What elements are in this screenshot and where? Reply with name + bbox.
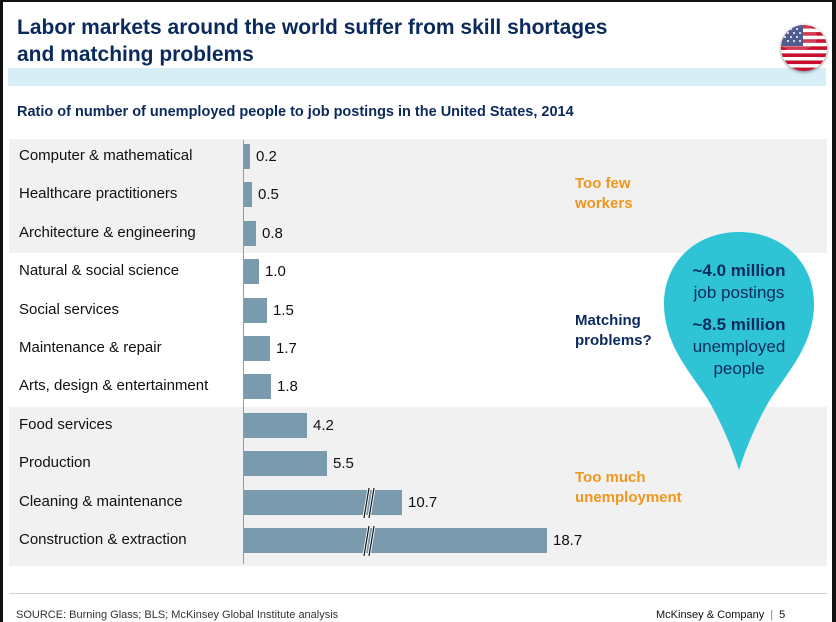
bar-value-label: 18.7 (553, 532, 583, 549)
frame-right (832, 0, 836, 622)
annotation-too-few-workers: Too few workers (575, 174, 633, 214)
category-label: Production (19, 454, 91, 472)
bar (244, 489, 402, 515)
bar (244, 412, 307, 438)
bar-value-label: 1.8 (277, 378, 298, 396)
bar (244, 259, 259, 285)
bar-value-label: 0.5 (258, 186, 279, 204)
callout-job-postings-label: job postings (693, 283, 785, 302)
annotation-too-much-unemployment-line2: unemployment (575, 489, 682, 506)
bar (244, 220, 256, 246)
category-label: Architecture & engineering (19, 223, 196, 241)
page-title: Labor markets around the world suffer fr… (17, 14, 737, 68)
bar (244, 528, 547, 553)
axis-break-mark (363, 526, 375, 556)
category-label: Natural & social science (19, 262, 180, 280)
source-note: SOURCE: Burning Glass; BLS; McKinsey Glo… (16, 609, 339, 621)
title-line-2: and matching problems (17, 43, 254, 66)
callout-text: ~4.0 million job postings ~8.5 million u… (664, 260, 814, 380)
annotation-too-much-unemployment: Too much unemployment (575, 468, 682, 508)
bar (244, 336, 270, 361)
bar-value-label: 10.7 (408, 493, 438, 511)
bar (244, 374, 271, 400)
callout-unemployed-label: unemployed (692, 337, 786, 356)
chart-subtitle: Ratio of number of unemployed people to … (17, 104, 574, 120)
annotation-too-few-workers-line2: workers (575, 195, 633, 212)
bar (244, 144, 250, 169)
annotation-too-much-unemployment-line1: Too much (575, 469, 646, 486)
page-number: 5 (779, 609, 786, 621)
callout-bubble (664, 232, 814, 470)
bar-value-label: 5.5 (333, 455, 354, 473)
us-flag-icon (781, 25, 827, 71)
annotation-matching-problems-line1: Matching (575, 312, 641, 329)
axis-break-mark (363, 487, 375, 518)
category-label: Food services (19, 415, 113, 433)
category-label: Healthcare practitioners (19, 185, 178, 203)
title-underline (8, 68, 826, 86)
chart-axis (243, 140, 244, 564)
footer-divider (9, 593, 827, 594)
category-label: Computer & mathematical (19, 147, 193, 164)
bar (244, 182, 252, 208)
category-label: Arts, design & entertainment (19, 377, 209, 395)
bar-value-label: 1.0 (265, 263, 286, 281)
bar-value-label: 4.2 (313, 416, 334, 434)
category-label: Cleaning & maintenance (19, 492, 183, 510)
group-band-too-few-workers (9, 139, 827, 253)
bar-value-label: 0.2 (256, 148, 277, 165)
footer-separator: | (770, 609, 774, 621)
callout-people-label: people (713, 359, 765, 378)
callout-unemployed-count: ~8.5 million (692, 315, 786, 334)
callout-job-postings-count: ~4.0 million (692, 261, 786, 280)
category-label: Maintenance & repair (19, 339, 162, 356)
annotation-matching-problems-line2: problems? (575, 332, 652, 349)
brand-name: McKinsey & Company (656, 609, 765, 621)
annotation-too-few-workers-line1: Too few (575, 175, 631, 192)
category-label: Construction & extraction (19, 531, 187, 548)
annotation-matching-problems: Matching problems? (575, 311, 652, 351)
bar (244, 297, 267, 323)
bar-value-label: 1.7 (276, 340, 297, 357)
category-label: Social services (19, 300, 120, 318)
bar-value-label: 1.5 (273, 301, 294, 319)
footer-brand: McKinsey & Company | 5 (656, 609, 785, 621)
frame-left (0, 0, 3, 622)
bar-value-label: 0.8 (262, 224, 283, 242)
bar (244, 451, 327, 477)
title-line-1: Labor markets around the world suffer fr… (17, 16, 608, 39)
frame-top (0, 0, 836, 2)
